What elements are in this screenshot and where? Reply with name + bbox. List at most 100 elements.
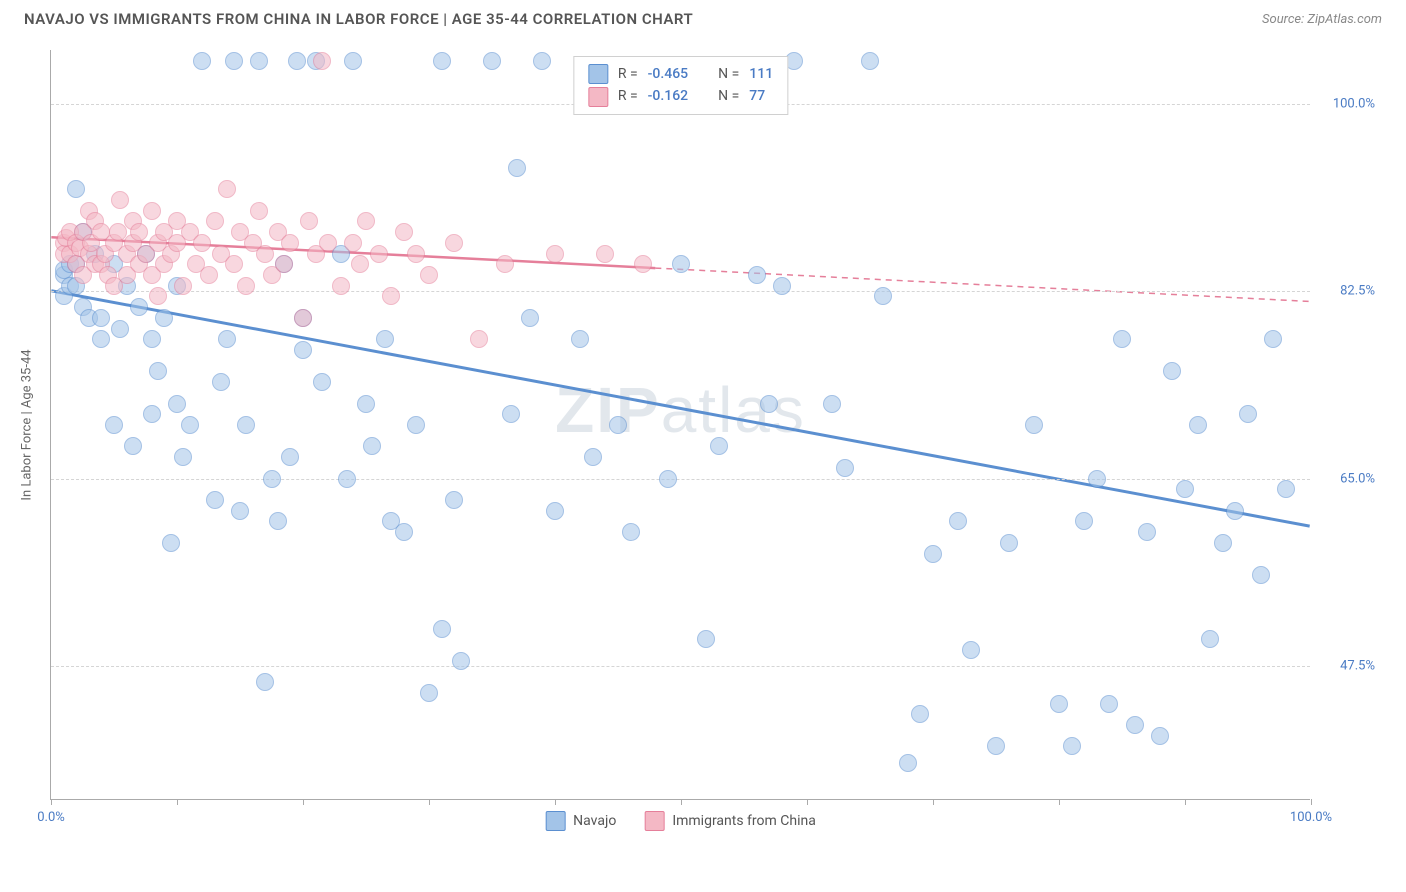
chart-header: NAVAJO VS IMMIGRANTS FROM CHINA IN LABOR… <box>0 0 1406 36</box>
scatter-point <box>67 180 85 198</box>
scatter-point <box>445 491 463 509</box>
scatter-point <box>962 641 980 659</box>
x-tick-label-min: 0.0% <box>37 810 65 825</box>
scatter-point <box>760 395 778 413</box>
scatter-point <box>275 255 293 273</box>
scatter-point <box>1252 566 1270 584</box>
legend-item-navajo: Navajo <box>545 811 616 831</box>
scatter-point <box>1075 512 1093 530</box>
scatter-point <box>338 470 356 488</box>
y-tick-label: 65.0% <box>1315 471 1375 486</box>
navajo-swatch-icon <box>545 811 565 831</box>
source-attribution: Source: ZipAtlas.com <box>1262 12 1382 27</box>
china-swatch-icon <box>588 87 608 107</box>
legend-item-china: Immigrants from China <box>644 811 816 831</box>
scatter-point <box>395 523 413 541</box>
scatter-point <box>344 234 362 252</box>
scatter-point <box>420 684 438 702</box>
scatter-point <box>281 234 299 252</box>
scatter-point <box>874 287 892 305</box>
scatter-point <box>143 405 161 423</box>
chart-title: NAVAJO VS IMMIGRANTS FROM CHINA IN LABOR… <box>24 10 693 28</box>
scatter-point <box>571 330 589 348</box>
scatter-point <box>212 373 230 391</box>
scatter-point <box>111 191 129 209</box>
scatter-point <box>193 234 211 252</box>
scatter-point <box>218 180 236 198</box>
scatter-point <box>924 545 942 563</box>
scatter-point <box>1100 695 1118 713</box>
scatter-point <box>237 277 255 295</box>
scatter-point <box>130 223 148 241</box>
scatter-point <box>1113 330 1131 348</box>
x-tick <box>681 799 682 805</box>
scatter-point <box>351 255 369 273</box>
gridline <box>51 479 1310 480</box>
x-tick <box>303 799 304 805</box>
series-legend: Navajo Immigrants from China <box>545 811 816 831</box>
scatter-point <box>987 737 1005 755</box>
scatter-point <box>584 448 602 466</box>
scatter-point <box>407 416 425 434</box>
scatter-point <box>250 202 268 220</box>
scatter-point <box>105 416 123 434</box>
scatter-point <box>672 255 690 273</box>
scatter-point <box>949 512 967 530</box>
scatter-point <box>288 52 306 70</box>
scatter-point <box>502 405 520 423</box>
scatter-point <box>407 245 425 263</box>
scatter-point <box>899 754 917 772</box>
scatter-point <box>433 620 451 638</box>
scatter-point <box>92 309 110 327</box>
scatter-point <box>344 52 362 70</box>
scatter-point <box>697 630 715 648</box>
scatter-point <box>445 234 463 252</box>
scatter-point <box>319 234 337 252</box>
scatter-point <box>206 491 224 509</box>
x-tick <box>177 799 178 805</box>
scatter-point <box>294 309 312 327</box>
scatter-point <box>124 437 142 455</box>
scatter-point <box>521 309 539 327</box>
scatter-point <box>433 52 451 70</box>
x-tick <box>1311 799 1312 805</box>
x-tick <box>429 799 430 805</box>
scatter-point <box>162 534 180 552</box>
scatter-point <box>300 212 318 230</box>
scatter-point <box>836 459 854 477</box>
scatter-point <box>546 502 564 520</box>
legend-row-navajo: R = -0.465 N = 111 <box>588 63 773 85</box>
scatter-point <box>168 395 186 413</box>
scatter-point <box>225 52 243 70</box>
scatter-point <box>143 202 161 220</box>
scatter-point <box>143 330 161 348</box>
scatter-point <box>174 448 192 466</box>
scatter-point <box>269 512 287 530</box>
scatter-point <box>111 320 129 338</box>
scatter-point <box>533 52 551 70</box>
scatter-point <box>206 212 224 230</box>
scatter-point <box>1063 737 1081 755</box>
scatter-point <box>395 223 413 241</box>
china-swatch-icon <box>644 811 664 831</box>
scatter-point <box>256 245 274 263</box>
scatter-point <box>634 255 652 273</box>
scatter-point <box>281 448 299 466</box>
scatter-point <box>1189 416 1207 434</box>
scatter-point <box>357 395 375 413</box>
scatter-point <box>1277 480 1295 498</box>
scatter-point <box>622 523 640 541</box>
navajo-swatch-icon <box>588 64 608 84</box>
scatter-point <box>313 52 331 70</box>
scatter-point <box>382 287 400 305</box>
scatter-point <box>294 341 312 359</box>
scatter-point <box>1201 630 1219 648</box>
scatter-point <box>92 330 110 348</box>
scatter-point <box>1214 534 1232 552</box>
y-tick-label: 100.0% <box>1315 96 1375 111</box>
scatter-point <box>357 212 375 230</box>
scatter-point <box>149 287 167 305</box>
scatter-point <box>370 245 388 263</box>
scatter-point <box>263 470 281 488</box>
scatter-point <box>911 705 929 723</box>
